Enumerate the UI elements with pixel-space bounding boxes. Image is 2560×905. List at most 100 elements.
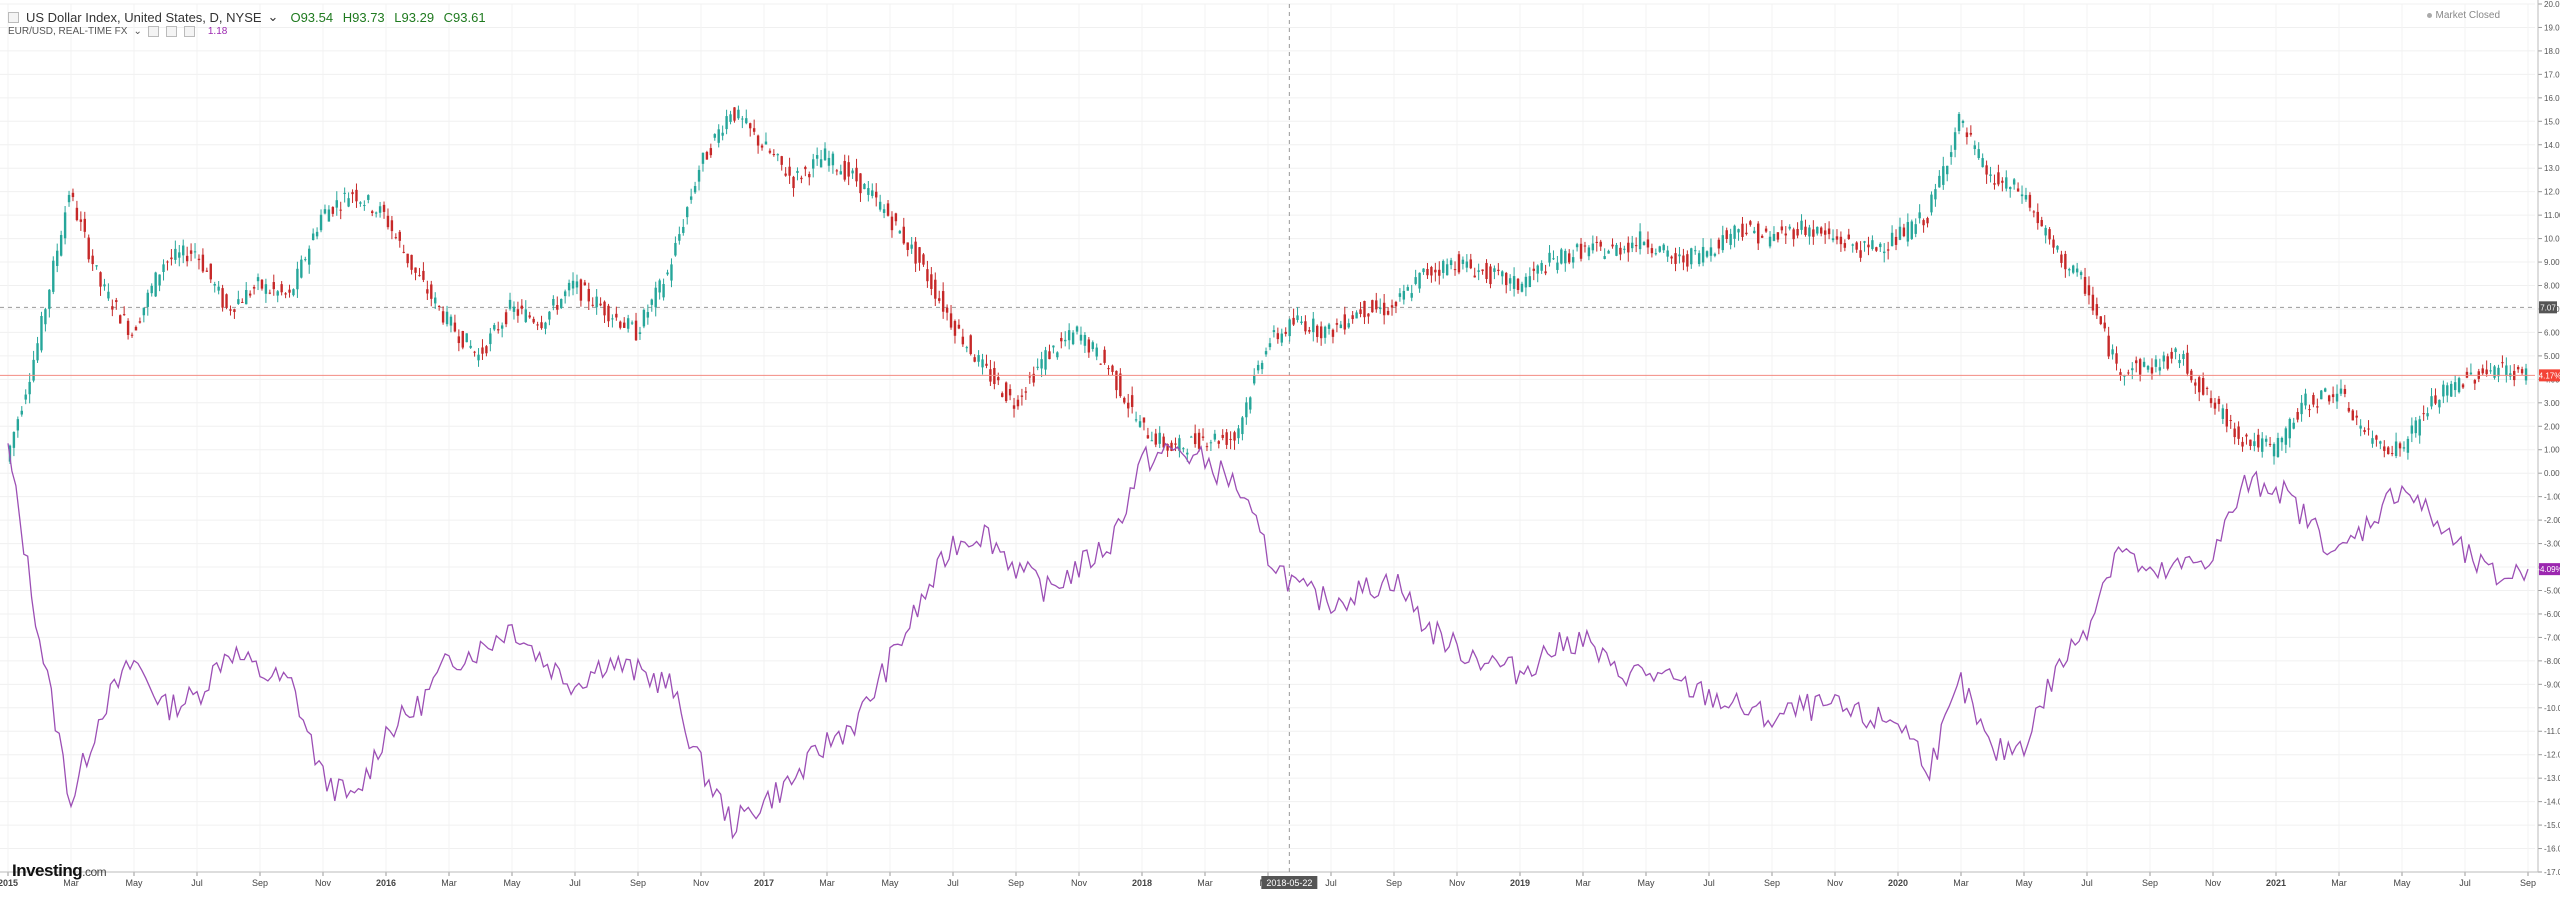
candle-body	[1134, 419, 1138, 421]
candle-body	[288, 289, 291, 293]
candle-body	[1048, 351, 1051, 360]
candle-body	[1209, 442, 1213, 444]
candle-body	[2264, 438, 2268, 442]
candle-body	[445, 311, 449, 325]
candle-body	[2091, 294, 2095, 311]
candle-body	[1276, 333, 1280, 340]
candle-body	[1343, 314, 1346, 330]
candle-body	[122, 314, 126, 316]
candle-body	[886, 203, 890, 216]
candle-body	[2324, 388, 2327, 392]
settings-icon[interactable]	[165, 26, 177, 37]
chevron-down-icon[interactable]: ⌄	[133, 26, 142, 37]
candle-body	[319, 214, 323, 231]
x-tick-label: Sep	[2142, 878, 2158, 888]
candle-body	[2123, 375, 2126, 377]
x-tick-label: Mar	[1197, 878, 1213, 888]
candle-body	[1327, 324, 1331, 329]
candle-body	[1697, 253, 1701, 265]
x-tick-label: Jul	[2459, 878, 2471, 888]
candle-body	[981, 359, 984, 368]
candle-body	[756, 135, 760, 146]
candle-body	[2308, 409, 2311, 411]
compare-last-value-badge	[2539, 563, 2560, 576]
x-tick-label: Sep	[1764, 878, 1780, 888]
candle-body	[516, 309, 520, 316]
candle-body	[1556, 262, 1559, 270]
candle-body	[634, 320, 638, 341]
candle-body	[575, 281, 579, 288]
candle-body	[2331, 394, 2335, 398]
candle-body	[1241, 417, 1244, 435]
x-tick-label: Jul	[191, 878, 203, 888]
candle-body	[1225, 432, 1228, 445]
candle-body	[520, 305, 524, 309]
candle-body	[2198, 377, 2201, 393]
candle-body	[2335, 393, 2339, 402]
candle-body	[780, 156, 783, 165]
candle-body	[1918, 212, 1921, 219]
candle-body	[2280, 437, 2284, 443]
candle-body	[107, 291, 110, 299]
candle-body	[52, 260, 55, 292]
chevron-down-icon[interactable]: ⌄	[267, 9, 279, 24]
candle-body	[2103, 322, 2106, 329]
candle-body	[2261, 438, 2264, 452]
candle-body	[1174, 443, 1177, 445]
candle-body	[528, 315, 531, 318]
crosshair-value-badge	[2539, 301, 2557, 314]
candle-body	[162, 264, 165, 272]
candle-body	[965, 347, 968, 349]
candle-body	[1229, 438, 1232, 440]
x-tick-label: Jul	[2081, 878, 2093, 888]
candle-body	[1993, 183, 1996, 185]
x-tick-label: Sep	[252, 878, 268, 888]
candle-body	[493, 325, 496, 330]
candle-body	[1721, 235, 1724, 251]
collapse-icon[interactable]	[8, 11, 19, 23]
candle-body	[2048, 229, 2051, 240]
candle-body	[658, 280, 661, 293]
candle-body	[1595, 241, 1598, 243]
y-tick-label: -6.00%	[2544, 610, 2560, 619]
y-tick-label: -9.00%	[2544, 680, 2560, 689]
candle-body	[1670, 256, 1673, 259]
candle-body	[1386, 310, 1390, 315]
candle-body	[174, 248, 177, 260]
candle-body	[1690, 248, 1693, 265]
candle-body	[1737, 229, 1740, 233]
candle-body	[1166, 444, 1169, 451]
candle-body	[1422, 268, 1425, 273]
candle-body	[961, 336, 965, 345]
remove-icon[interactable]	[183, 26, 195, 37]
candle-body	[1883, 251, 1886, 254]
candle-body	[402, 251, 405, 253]
candle-body	[1733, 225, 1736, 239]
candle-body	[823, 148, 827, 161]
x-tick-label: Nov	[693, 878, 710, 888]
candle-body	[2005, 177, 2008, 189]
candle-body	[95, 265, 98, 267]
candle-body	[1284, 331, 1287, 334]
candle-body	[2257, 434, 2260, 448]
last-value-badge	[2539, 369, 2560, 382]
candle-body	[1792, 229, 1795, 240]
candle-body	[2229, 420, 2232, 422]
candle-body	[2485, 369, 2488, 375]
visibility-icon[interactable]	[147, 26, 159, 37]
candle-body	[1520, 283, 1524, 292]
candle-body	[1036, 366, 1039, 368]
candle-body	[1182, 448, 1185, 450]
candle-body	[1071, 332, 1075, 345]
candle-body	[56, 250, 59, 266]
candle-body	[1024, 391, 1028, 393]
x-tick-label: Nov	[2205, 878, 2222, 888]
candle-body	[2083, 276, 2087, 294]
candle-body	[839, 171, 842, 175]
candle-body	[1442, 260, 1445, 273]
candle-body	[1717, 239, 1721, 249]
compare-legend: EUR/USD, REAL-TIME FX ⌄ 1.18	[8, 26, 227, 37]
candle-body	[363, 205, 366, 207]
candle-body	[859, 173, 862, 194]
